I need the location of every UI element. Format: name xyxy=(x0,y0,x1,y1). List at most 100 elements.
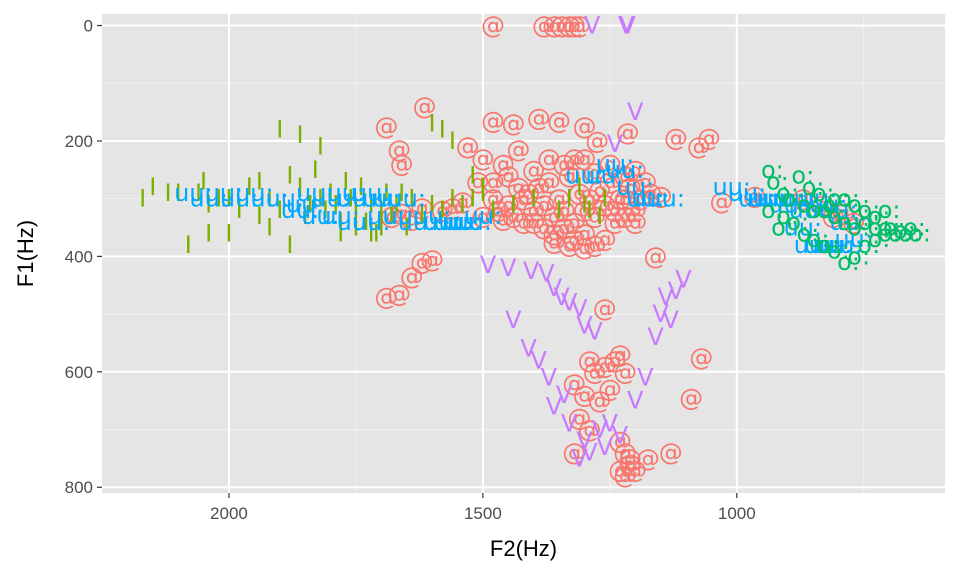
data-point: I xyxy=(429,110,436,138)
data-point: o: xyxy=(791,162,814,190)
data-point: o: xyxy=(817,231,840,259)
data-point: @ xyxy=(659,439,683,467)
data-point: uu: xyxy=(778,185,817,213)
data-point: V xyxy=(546,274,563,302)
data-point: uu: xyxy=(367,202,406,230)
data-point: o: xyxy=(847,190,870,218)
data-point: V xyxy=(627,387,644,415)
data-point: @ xyxy=(618,173,642,201)
data-point: V xyxy=(584,12,601,40)
data-point: o: xyxy=(776,179,799,207)
y-axis-title: F1(Hz) xyxy=(13,220,38,287)
data-point: @ xyxy=(791,185,815,213)
data-point: @ xyxy=(552,196,576,224)
data-point: I xyxy=(449,185,456,213)
data-point: I xyxy=(164,179,171,207)
data-point: @ xyxy=(603,346,627,374)
data-point: o: xyxy=(868,225,891,253)
data-point: @ xyxy=(623,156,647,184)
data-point: o: xyxy=(802,173,825,201)
data-point: I xyxy=(352,214,359,242)
x-axis-title: F2(Hz) xyxy=(490,536,557,561)
data-point: I xyxy=(317,185,324,213)
data-point: @ xyxy=(517,179,541,207)
data-point: I xyxy=(256,167,263,195)
data-point: V xyxy=(505,306,522,334)
data-point: I xyxy=(586,196,593,224)
data-point: I xyxy=(266,185,273,213)
data-point: V xyxy=(627,98,644,126)
series-0: @@@@@@@@@@@@@ @@ @ @@@@@@@@@@@@@@@@@@@@@@@@… xyxy=(374,12,865,490)
data-point: @ xyxy=(486,196,510,224)
data-point: @ xyxy=(593,352,617,380)
data-point: I xyxy=(368,219,375,247)
data-point: @ xyxy=(390,150,414,178)
data-point: V xyxy=(657,283,674,311)
data-point: I xyxy=(601,185,608,213)
data-point: I xyxy=(149,173,156,201)
data-point: @ xyxy=(410,248,434,276)
data-point: V xyxy=(581,439,598,467)
data-point: I xyxy=(195,179,202,207)
data-point: @ xyxy=(537,144,561,172)
data-point: uu: xyxy=(585,162,624,190)
data-point: V xyxy=(619,12,636,40)
data-point: V xyxy=(618,12,635,40)
data-point: V xyxy=(546,392,563,420)
data-point: I xyxy=(383,179,390,207)
data-point: @ xyxy=(608,185,632,213)
data-point: @ xyxy=(400,205,424,233)
data-point: uu: xyxy=(784,214,823,242)
data-point: I xyxy=(510,190,517,218)
data-point: @ xyxy=(567,404,591,432)
data-point: I xyxy=(479,173,486,201)
data-point: o: xyxy=(868,214,891,242)
data-point: uu: xyxy=(296,179,335,207)
data-point: @ xyxy=(613,202,637,230)
data-point: o: xyxy=(837,248,860,276)
data-point: @ xyxy=(585,127,609,155)
data-point: V xyxy=(541,364,558,392)
data-point: @ xyxy=(613,462,637,490)
data-point: I xyxy=(418,202,425,230)
data-point: o: xyxy=(776,202,799,230)
data-point: @ xyxy=(583,231,607,259)
data-point: V xyxy=(586,317,603,345)
data-point: uu: xyxy=(266,185,305,213)
data-point: uu: xyxy=(286,190,325,218)
data-point: @ xyxy=(552,150,576,178)
data-point: @ xyxy=(374,283,398,311)
data-point: @ xyxy=(552,214,576,242)
data-point: uu: xyxy=(631,185,670,213)
data-point: @ xyxy=(613,358,637,386)
data-point: uu: xyxy=(352,179,391,207)
data-point: @ xyxy=(628,185,652,213)
data-point: o: xyxy=(888,219,911,247)
data-point: @ xyxy=(562,208,586,236)
data-point: V xyxy=(576,427,593,455)
data-point: @ xyxy=(572,144,596,172)
data-point: o: xyxy=(807,225,830,253)
data-point: @ xyxy=(532,214,556,242)
y-tick-label: 200 xyxy=(65,132,93,151)
axes: 2000 1500 1000 0 200 400 600 800 xyxy=(65,17,756,523)
data-point: @ xyxy=(550,12,574,40)
data-point: o: xyxy=(908,219,931,247)
data-point: @ xyxy=(578,185,602,213)
data-point: uu: xyxy=(235,179,274,207)
data-point: uu: xyxy=(616,173,655,201)
data-point: uu: xyxy=(189,185,228,213)
data-point: V xyxy=(520,335,537,363)
data-point: uu: xyxy=(352,208,391,236)
data-point: I xyxy=(175,179,182,207)
data-point: @ xyxy=(557,162,581,190)
data-point: V xyxy=(561,289,578,317)
data-point: @ xyxy=(588,387,612,415)
data-point: @ xyxy=(603,208,627,236)
data-point: uu: xyxy=(819,196,858,224)
data-point: @ xyxy=(588,176,612,204)
data-point: V xyxy=(607,130,624,158)
data-point: uu: xyxy=(327,179,366,207)
